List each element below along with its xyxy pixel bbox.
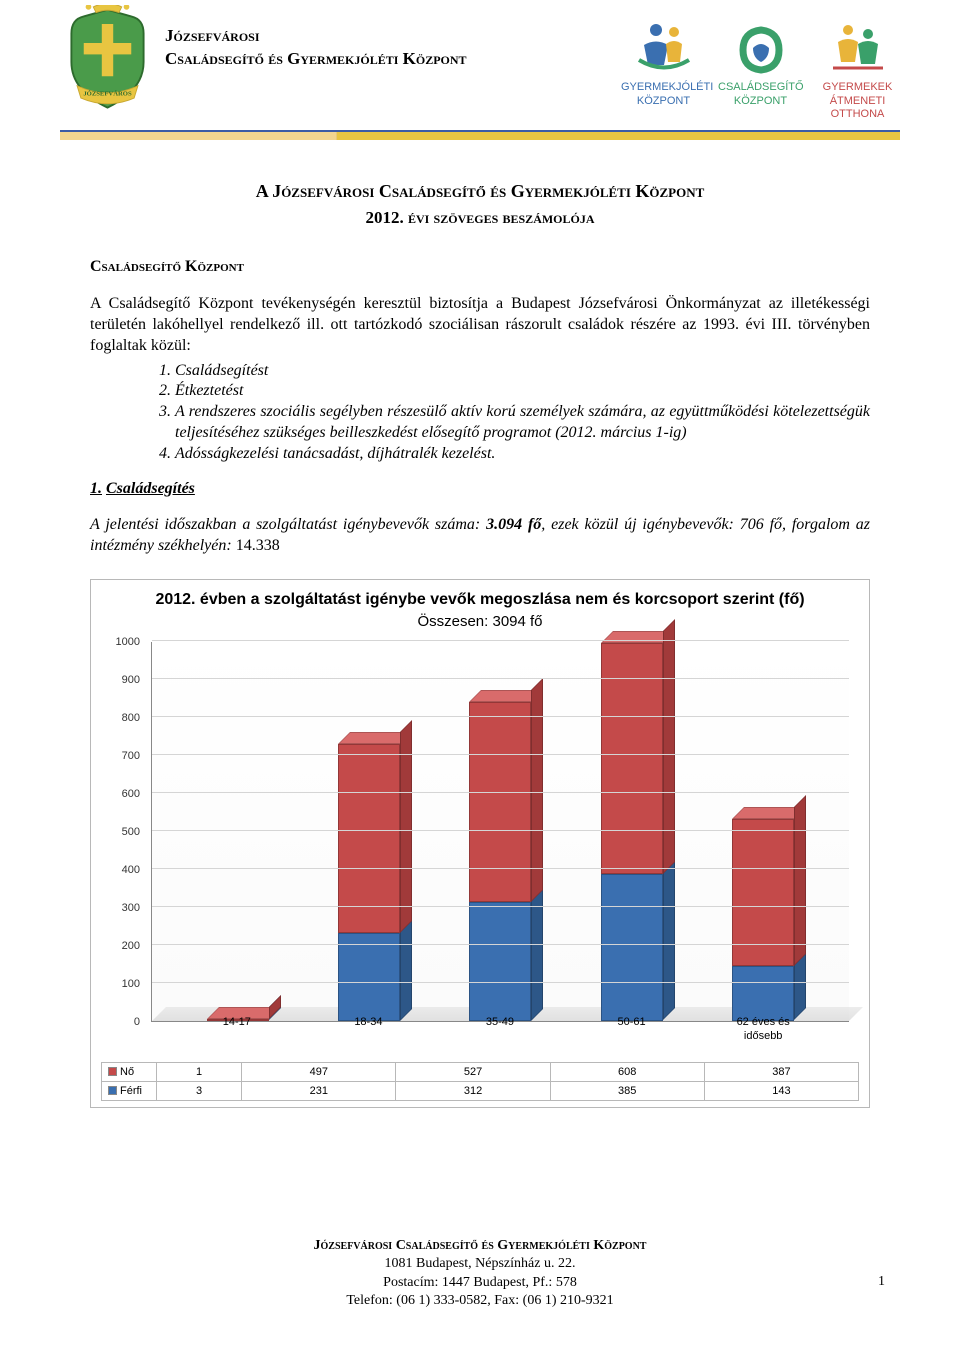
row-head: Férfi	[102, 1081, 157, 1100]
table-row: Férfi3231312385143	[102, 1081, 859, 1100]
bar-group	[723, 642, 803, 1021]
chart-data-table: Nő1497527608387Férfi3231312385143	[101, 1062, 859, 1102]
divider-left	[60, 132, 337, 140]
gridline	[152, 868, 849, 869]
table-cell: 3	[157, 1081, 242, 1100]
y-axis: 01002003004005006007008009001000	[101, 642, 146, 1022]
y-tick: 100	[122, 976, 140, 990]
logo-block-0: GYERMEKJÓLÉTI KÖZPONT	[621, 20, 706, 107]
section-head: Családsegítő Központ	[90, 257, 870, 278]
y-tick: 700	[122, 748, 140, 762]
gridline	[152, 830, 849, 831]
org-line2: Családsegítő és Gyermekjóléti Központ	[165, 48, 467, 71]
plot-area	[151, 642, 849, 1022]
crest-icon: JÓZSEFVÁROS	[60, 5, 155, 114]
gridline	[152, 792, 849, 793]
logos-right: GYERMEKJÓLÉTI KÖZPONT CSALÁDSEGÍTŐ KÖZPO…	[621, 20, 900, 121]
table-cell: 312	[396, 1081, 550, 1100]
home-logo-icon	[828, 20, 888, 75]
svg-text:JÓZSEFVÁROS: JÓZSEFVÁROS	[83, 89, 132, 97]
logo-label-0-2: KÖZPONT	[621, 96, 706, 108]
x-label: 62 éves és idősebb	[723, 1015, 803, 1044]
chart-subtitle: Összesen: 3094 fő	[91, 610, 869, 642]
table-cell: 143	[704, 1081, 858, 1100]
logo-label-0-1: GYERMEKJÓLÉTI	[621, 82, 706, 94]
y-tick: 500	[122, 824, 140, 838]
subsection-title: Családsegítés	[106, 480, 195, 497]
chart-area: 01002003004005006007008009001000 14-1718…	[101, 642, 859, 1062]
y-tick: 1000	[116, 634, 140, 648]
row-head: Nő	[102, 1062, 157, 1081]
page-number: 1	[878, 1274, 885, 1290]
header: JÓZSEFVÁROS Józsefvárosi Családsegítő és…	[0, 0, 960, 130]
table-cell: 387	[704, 1062, 858, 1081]
footer-line4: Telefon: (06 1) 333-0582, Fax: (06 1) 21…	[0, 1292, 960, 1310]
table-cell: 527	[396, 1062, 550, 1081]
table-cell: 1	[157, 1062, 242, 1081]
y-tick: 300	[122, 900, 140, 914]
table-cell: 497	[242, 1062, 396, 1081]
bar-group	[329, 642, 409, 1021]
divider-bar	[60, 130, 900, 140]
logo-label-2-2: ÁTMENETI	[815, 96, 900, 108]
gridline	[152, 716, 849, 717]
org-line1: Józsefvárosi	[165, 25, 467, 48]
gridline	[152, 982, 849, 983]
sub-heading: 1. Családsegítés	[90, 479, 870, 500]
gridline	[152, 754, 849, 755]
y-tick: 400	[122, 862, 140, 876]
y-tick: 800	[122, 710, 140, 724]
footer-line3: Postacím: 1447 Budapest, Pf.: 578	[0, 1274, 960, 1292]
footer-line1: Józsefvárosi Családsegítő és Gyermekjólé…	[0, 1237, 960, 1255]
gridline	[152, 906, 849, 907]
list-item: Adósságkezelési tanácsadást, díjhátralék…	[175, 444, 870, 465]
org-title: Józsefvárosi Családsegítő és Gyermekjólé…	[165, 25, 467, 71]
x-labels: 14-17 18-34 35-49 50-61 62 éves és idősebb	[151, 1015, 849, 1044]
footer-line2: 1081 Budapest, Népszínház u. 22.	[0, 1255, 960, 1273]
list-item: Étkeztetést	[175, 381, 870, 402]
chart: 2012. évben a szolgáltatást igénybe vevő…	[90, 579, 870, 1108]
table-row: Nő1497527608387	[102, 1062, 859, 1081]
x-label: 18-34	[328, 1015, 408, 1044]
x-label: 14-17	[197, 1015, 277, 1044]
bars-container	[152, 642, 849, 1021]
numbered-list: Családsegítést Étkeztetést A rendszeres …	[90, 361, 870, 465]
list-item: A rendszeres szociális segélyben részesü…	[175, 402, 870, 444]
para-intro: A Családsegítő Központ tevékenységén ker…	[90, 294, 870, 356]
logo-label-2-1: GYERMEKEK	[815, 82, 900, 94]
y-tick: 900	[122, 672, 140, 686]
gridline	[152, 640, 849, 641]
divider-right	[337, 132, 900, 140]
chart-title: 2012. évben a szolgáltatást igénybe vevő…	[91, 580, 869, 610]
child-logo-icon	[634, 20, 694, 75]
bar-group	[460, 642, 540, 1021]
logo-label-1-2: KÖZPONT	[718, 96, 803, 108]
x-label: 50-61	[592, 1015, 672, 1044]
y-tick: 0	[134, 1014, 140, 1028]
gridline	[152, 678, 849, 679]
table-cell: 608	[550, 1062, 704, 1081]
sub-title: 2012. évi szöveges beszámolója	[90, 207, 870, 229]
footer: Józsefvárosi Családsegítő és Gyermekjólé…	[0, 1237, 960, 1310]
page: JÓZSEFVÁROS Józsefvárosi Családsegítő és…	[0, 0, 960, 1345]
para-subsection: A jelentési időszakban a szolgáltatást i…	[90, 515, 870, 557]
table-cell: 385	[550, 1081, 704, 1100]
bar-group	[592, 642, 672, 1021]
logo-block-1: CSALÁDSEGÍTŐ KÖZPONT	[718, 20, 803, 107]
logo-block-2: GYERMEKEK ÁTMENETI OTTHONA	[815, 20, 900, 121]
main-title: A Józsefvárosi Családsegítő és Gyermekjó…	[90, 180, 870, 203]
y-tick: 600	[122, 786, 140, 800]
gridline	[152, 944, 849, 945]
subsection-num: 1.	[90, 480, 102, 497]
y-tick: 200	[122, 938, 140, 952]
x-label: 35-49	[460, 1015, 540, 1044]
content: A Józsefvárosi Családsegítő és Gyermekjó…	[0, 140, 960, 1108]
bar-group	[198, 642, 278, 1021]
list-item: Családsegítést	[175, 361, 870, 382]
crest-logo: JÓZSEFVÁROS	[60, 5, 155, 115]
hands-logo-icon	[731, 20, 791, 75]
logo-label-1-1: CSALÁDSEGÍTŐ	[718, 82, 803, 94]
table-cell: 231	[242, 1081, 396, 1100]
logo-label-2-3: OTTHONA	[815, 109, 900, 121]
